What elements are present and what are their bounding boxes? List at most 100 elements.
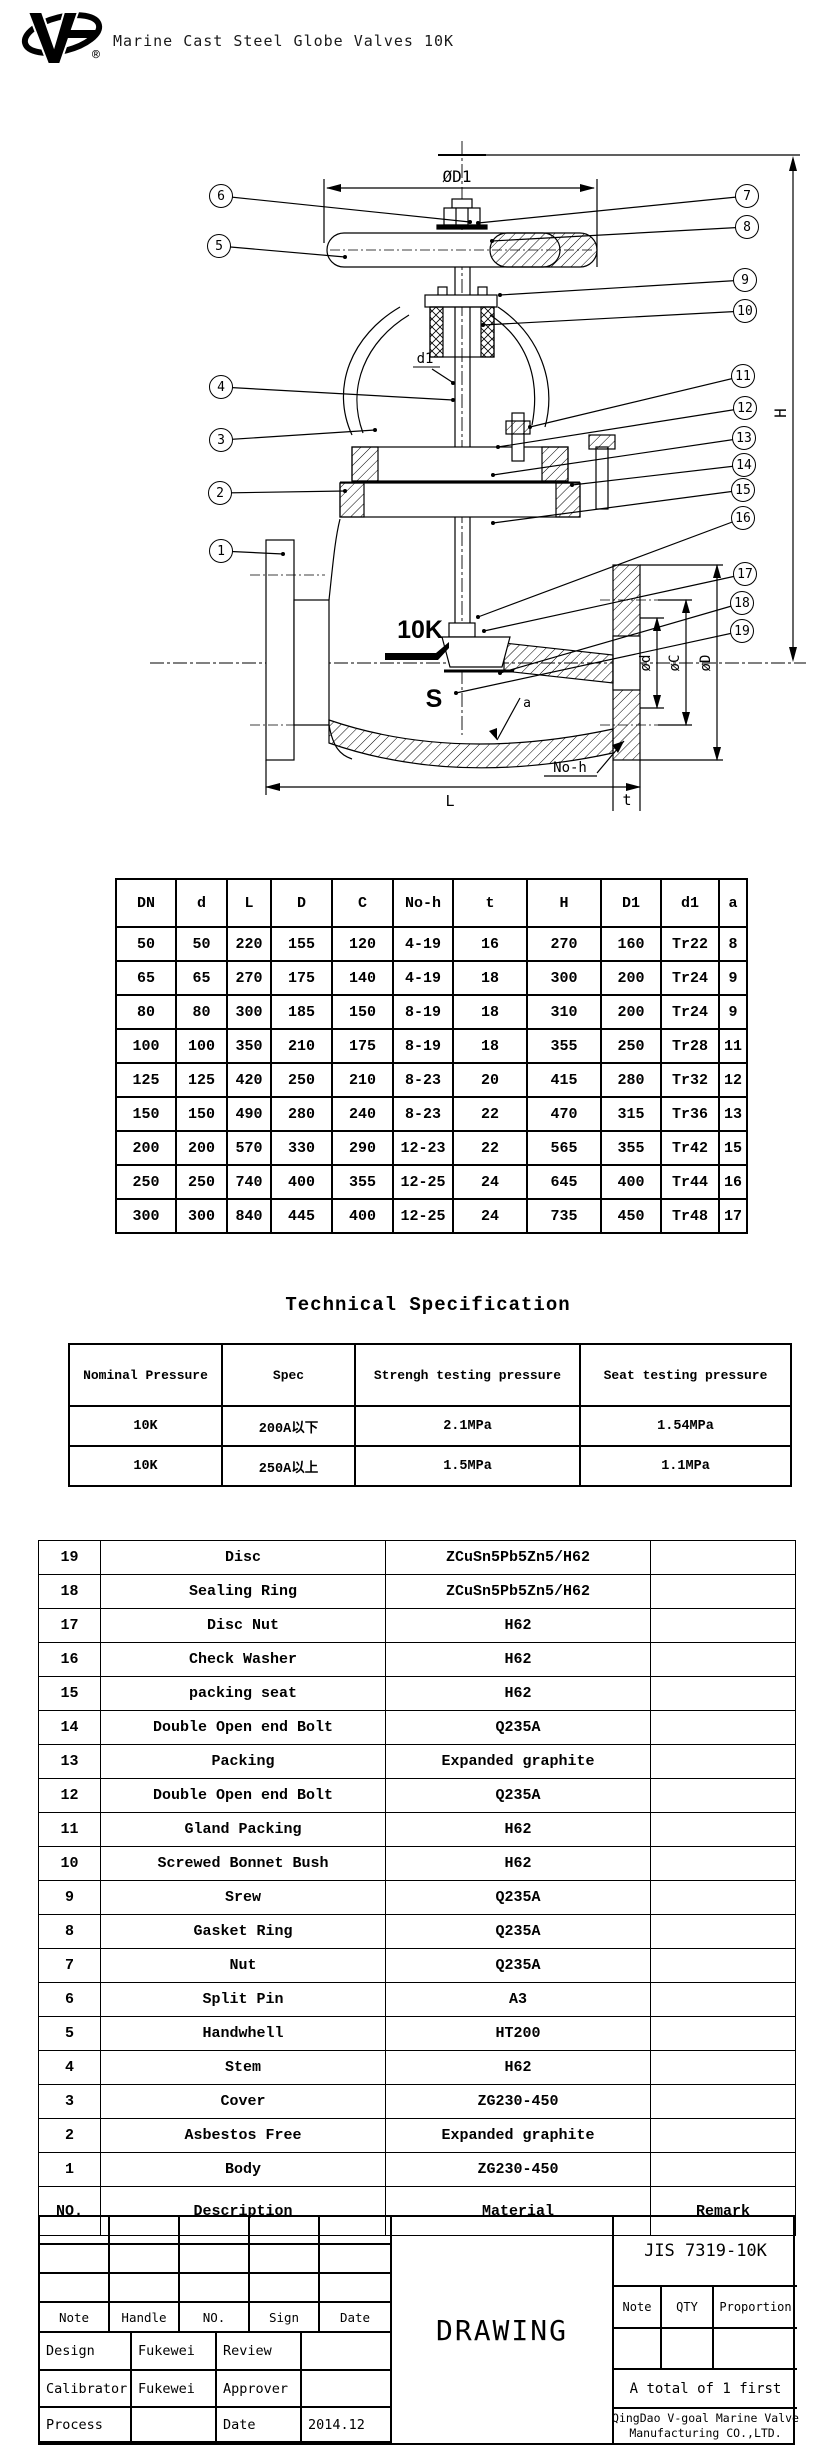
col-header: d: [175, 878, 228, 928]
part-remark: [650, 1676, 796, 1711]
cell: 65: [175, 960, 228, 996]
parts-row: 17 Disc Nut H62: [38, 1608, 796, 1643]
part-material: HT200: [385, 2016, 651, 2051]
dimension-table-header: DN d L D C No-h t H D1 d1 a: [115, 878, 748, 928]
cell: 210: [331, 1062, 394, 1098]
cell: 8-19: [392, 1028, 454, 1064]
col-header: Seat testing pressure: [579, 1343, 792, 1407]
part-material: ZG230-450: [385, 2152, 651, 2187]
part-description: Double Open end Bolt: [100, 1710, 386, 1745]
cell: 250: [115, 1164, 177, 1200]
cell: 18: [452, 960, 528, 996]
callout-4: 4: [209, 375, 233, 399]
part-material: H62: [385, 1676, 651, 1711]
cell: 16: [452, 926, 528, 962]
cell: 490: [226, 1096, 272, 1132]
col-header: C: [331, 878, 394, 928]
cell: 280: [270, 1096, 333, 1132]
empty-cell: [714, 2329, 797, 2370]
callout-19: 19: [730, 619, 754, 643]
approver-name: [302, 2371, 392, 2408]
dimension-row: 300 300 840 445 400 12-25 24 735 450 Tr4…: [115, 1198, 748, 1234]
callout-7: 7: [735, 184, 759, 208]
empty-cell: [320, 2274, 392, 2303]
part-material: Expanded graphite: [385, 2118, 651, 2153]
cell: 24: [452, 1164, 528, 1200]
cell: 1.1MPa: [579, 1445, 792, 1487]
part-description: Srew: [100, 1880, 386, 1915]
part-no: 19: [38, 1540, 101, 1575]
part-remark: [650, 1812, 796, 1847]
part-material: ZG230-450: [385, 2084, 651, 2119]
cell: Tr42: [660, 1130, 720, 1166]
cell: 240: [331, 1096, 394, 1132]
title-block-revision-grid: Note Handle NO. Sign Date Design Fukewei…: [40, 2217, 392, 2443]
cell: 570: [226, 1130, 272, 1166]
part-material: H62: [385, 1812, 651, 1847]
part-remark: [650, 2084, 796, 2119]
sheet-total-note: A total of 1 first: [614, 2370, 797, 2409]
dimension-row: 150 150 490 280 240 8-23 22 470 315 Tr36…: [115, 1096, 748, 1132]
cell: 22: [452, 1096, 528, 1132]
part-no: 2: [38, 2118, 101, 2153]
empty-cell: [250, 2274, 320, 2303]
cell: 250: [175, 1164, 228, 1200]
parts-row: 14 Double Open end Bolt Q235A: [38, 1710, 796, 1745]
cell: 65: [115, 960, 177, 996]
dimension-row: 200 200 570 330 290 12-23 22 565 355 Tr4…: [115, 1130, 748, 1166]
cell: 22: [452, 1130, 528, 1166]
parts-row: 3 Cover ZG230-450: [38, 2084, 796, 2119]
callout-14: 14: [732, 453, 756, 477]
calibrator-name: Fukewei: [132, 2371, 217, 2408]
col-header: DN: [115, 878, 177, 928]
sign-header: Sign: [250, 2303, 320, 2333]
dimension-row: 125 125 420 250 210 8-23 20 415 280 Tr32…: [115, 1062, 748, 1098]
parts-row: 16 Check Washer H62: [38, 1642, 796, 1677]
spec-table-header: Nominal Pressure Spec Strengh testing pr…: [68, 1343, 792, 1407]
callout-3: 3: [209, 428, 233, 452]
dim-label-bolt-holes: No-h: [553, 760, 587, 776]
cell: 50: [175, 926, 228, 962]
registered-mark: ®: [92, 48, 100, 63]
cell: Tr24: [660, 994, 720, 1030]
callout-15: 15: [731, 478, 755, 502]
col-header: t: [452, 878, 528, 928]
part-remark: [650, 1880, 796, 1915]
part-no: 6: [38, 1982, 101, 2017]
date-header: Date: [320, 2303, 392, 2333]
cell: 735: [526, 1198, 602, 1234]
empty-cell: [110, 2217, 180, 2245]
callout-13: 13: [732, 426, 756, 450]
col-header: Strengh testing pressure: [354, 1343, 581, 1407]
cell: 330: [270, 1130, 333, 1166]
part-material: Q235A: [385, 1778, 651, 1813]
part-material: H62: [385, 1608, 651, 1643]
cell: 150: [331, 994, 394, 1030]
part-description: Body: [100, 2152, 386, 2187]
part-description: Handwhell: [100, 2016, 386, 2051]
cell: 175: [331, 1028, 394, 1064]
cell: 200: [115, 1130, 177, 1166]
cell: 270: [526, 926, 602, 962]
cell: 50: [115, 926, 177, 962]
callout-16: 16: [731, 506, 755, 530]
part-no: 15: [38, 1676, 101, 1711]
cell: Tr32: [660, 1062, 720, 1098]
col-header: D1: [600, 878, 662, 928]
vgoal-logo-icon: [14, 8, 110, 72]
dim-label-flange-dia: øD: [698, 655, 714, 672]
part-no: 4: [38, 2050, 101, 2085]
parts-row: 11 Gland Packing H62: [38, 1812, 796, 1847]
empty-cell: [662, 2329, 714, 2370]
spec-row: 10K 250A以上 1.5MPa 1.1MPa: [68, 1445, 792, 1487]
part-no: 3: [38, 2084, 101, 2119]
part-remark: [650, 2152, 796, 2187]
part-description: Nut: [100, 1948, 386, 1983]
empty-cell: [180, 2217, 250, 2245]
valve-section-drawing: ØD1 H d1 10K S ød øC øD No-h t L a 6 5 4…: [0, 95, 830, 820]
col-header: d1: [660, 878, 720, 928]
part-remark: [650, 1778, 796, 1813]
cell: 200: [175, 1130, 228, 1166]
part-remark: [650, 1608, 796, 1643]
